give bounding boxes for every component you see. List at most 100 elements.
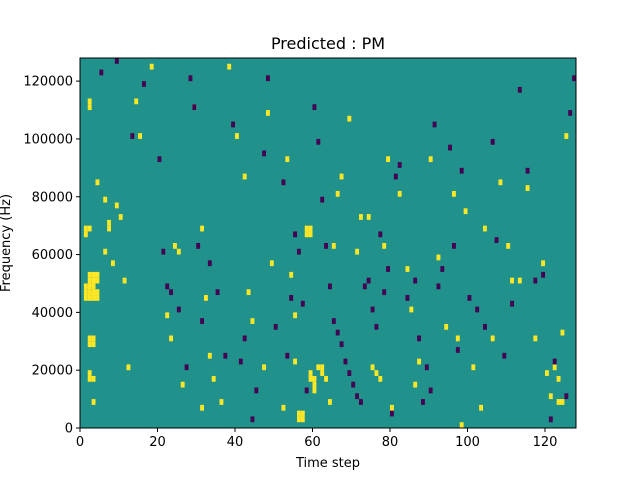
heatmap-cell-high: [111, 260, 115, 267]
heatmap-cell-low: [273, 323, 278, 330]
heatmap-cell-high: [173, 243, 177, 249]
heatmap-cell-low: [432, 121, 437, 128]
heatmap-cell-high: [87, 289, 92, 296]
heatmap-cell-low: [347, 370, 352, 376]
heatmap-cell-high: [312, 387, 317, 394]
heatmap-cell-high: [87, 277, 92, 284]
heatmap-cell-high: [560, 399, 565, 405]
heatmap-cell-high: [227, 63, 232, 70]
heatmap-cell-high: [95, 289, 100, 296]
heatmap-cell-high: [463, 208, 468, 215]
heatmap-cell-high: [289, 271, 294, 278]
heatmap-cell-low: [343, 358, 348, 365]
heatmap-cell-high: [91, 295, 96, 301]
heatmap-cell-low: [362, 283, 367, 290]
heatmap-cell-high: [87, 98, 92, 105]
heatmap-cell-high: [386, 156, 391, 163]
heatmap-cell-low: [355, 393, 360, 400]
heatmap-cell-high: [370, 364, 375, 371]
heatmap-cell-high: [397, 190, 402, 197]
heatmap-cell-high: [339, 173, 344, 180]
heatmap-cell-high: [378, 375, 383, 382]
heatmap-cell-high: [122, 277, 127, 284]
heatmap-cell-low: [238, 358, 243, 365]
heatmap-cell-high: [134, 98, 139, 105]
heatmap-cell-low: [188, 75, 193, 82]
heatmap-cell-low: [351, 381, 356, 388]
heatmap-cell-low: [281, 179, 286, 186]
heatmap-cell-high: [552, 364, 557, 371]
heatmap-cell-high: [246, 289, 251, 296]
heatmap-cell-low: [397, 162, 402, 168]
heatmap-cell-low: [196, 243, 201, 249]
heatmap-cell-high: [359, 214, 363, 220]
y-tick-label: 80000: [32, 190, 73, 205]
heatmap-cell-high: [312, 381, 317, 388]
heatmap-cell-low: [99, 69, 104, 76]
heatmap-cell-high: [483, 225, 487, 232]
heatmap-cell-high: [545, 370, 549, 376]
heatmap-cell-low: [413, 277, 418, 284]
heatmap-cell-high: [126, 364, 131, 371]
heatmap-cell-high: [308, 225, 313, 232]
y-axis: 0 20000 40000 60000 80000 100000 120000: [23, 75, 80, 437]
heatmap-cell-low: [568, 110, 573, 116]
heatmap-cell-high: [328, 399, 332, 405]
heatmap-cell-low: [386, 266, 391, 272]
heatmap-cell-high: [517, 277, 522, 284]
heatmap-cell-low: [455, 347, 460, 353]
plot-frame: [79, 57, 577, 429]
heatmap-cell-high: [541, 260, 546, 267]
heatmap-cell-low: [378, 231, 383, 238]
heatmap-cell-high: [165, 312, 170, 319]
heatmap-cell-high: [87, 335, 92, 342]
heatmap-cell-high: [556, 399, 561, 405]
heatmap-cell-high: [308, 231, 313, 238]
heatmap-cell-low: [467, 295, 472, 301]
heatmap-cell-high: [374, 370, 379, 376]
x-tick-label: 120: [533, 435, 558, 450]
heatmap-cell-high: [114, 202, 119, 209]
heatmap-cell-high: [95, 271, 100, 278]
heatmap-cell-high: [510, 277, 515, 284]
heatmap-cell-low: [374, 323, 379, 330]
heatmap-cell-high: [355, 248, 360, 255]
x-tick-label: 80: [382, 435, 399, 450]
heatmap-cell-high: [428, 156, 433, 163]
heatmap-cell-low: [320, 196, 325, 203]
heatmap-cell-low: [382, 289, 387, 296]
heatmap-cell-high: [87, 283, 92, 290]
heatmap-cell-high: [83, 225, 88, 232]
heatmap-cell-low: [266, 75, 270, 82]
heatmap-cell-high: [91, 283, 96, 290]
heatmap-cell-high: [308, 375, 313, 382]
heatmap-cell-high: [444, 323, 449, 330]
heatmap-cell-high: [498, 179, 503, 186]
heatmap-cell-low: [436, 283, 441, 290]
heatmap-cell-high: [405, 266, 410, 272]
heatmap-cell-high: [366, 214, 371, 220]
x-axis-label: Time step: [295, 456, 360, 471]
heatmap-cell-high: [95, 277, 100, 284]
heatmap-cell-high: [347, 115, 352, 122]
heatmap-cell-low: [165, 283, 170, 290]
heatmap-cell-high: [95, 295, 100, 301]
heatmap-cell-high: [219, 399, 224, 405]
heatmap-cell-low: [300, 300, 305, 307]
heatmap-cell-low: [207, 260, 212, 267]
heatmap-cell-high: [300, 416, 305, 423]
heatmap-cell-low: [541, 271, 546, 278]
heatmap-cell-low: [428, 387, 433, 394]
heatmap-cell-low: [502, 352, 507, 359]
heatmap-cell-low: [359, 399, 363, 405]
heatmap-cell-low: [421, 399, 425, 405]
x-tick-label: 0: [76, 435, 84, 450]
heatmap-cell-low: [552, 358, 557, 365]
heatmap-cell-low: [494, 237, 499, 243]
heatmap-cell-low: [161, 248, 166, 255]
heatmap-cell-high: [103, 196, 108, 203]
heatmap-cell-low: [304, 387, 309, 394]
heatmap-cell-high: [452, 190, 456, 197]
heatmap-cell-high: [506, 243, 511, 249]
